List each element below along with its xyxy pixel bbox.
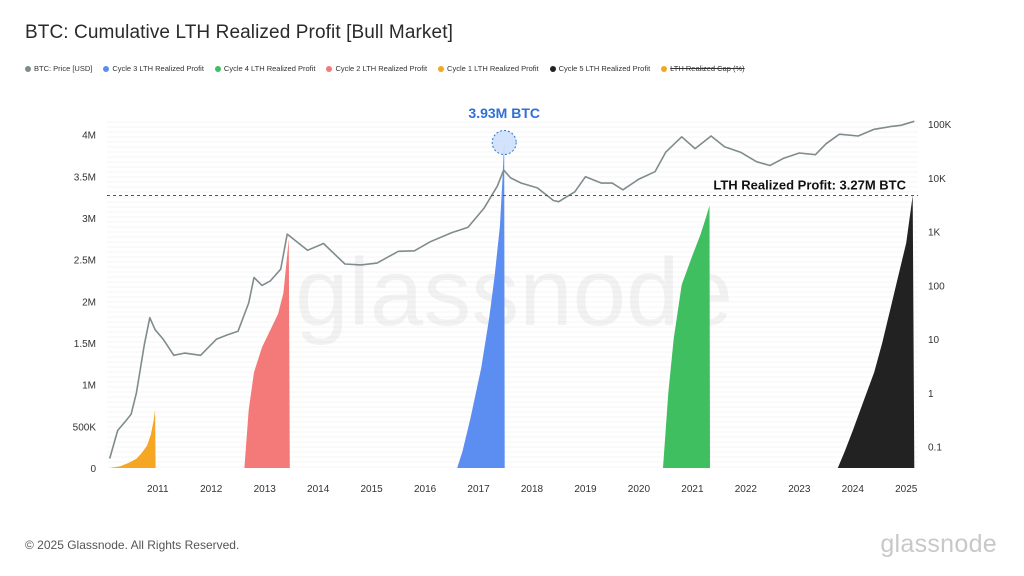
y-right-tick-label: 0.1 xyxy=(928,443,942,454)
x-tick-label: 2016 xyxy=(414,484,437,495)
watermark-text: glassnode xyxy=(295,239,733,346)
brand-logo-text: glassnode xyxy=(880,530,997,558)
x-tick-label: 2018 xyxy=(521,484,544,495)
y-left-tick-label: 4M xyxy=(82,131,96,142)
legend-dot-icon xyxy=(438,65,445,72)
legend-item-0[interactable]: BTC: Price [USD] xyxy=(25,64,92,73)
legend-item-1[interactable]: Cycle 3 LTH Realized Profit xyxy=(103,64,204,73)
copyright-footer: © 2025 Glassnode. All Rights Reserved. xyxy=(25,538,240,552)
legend-label: Cycle 2 LTH Realized Profit xyxy=(335,64,428,73)
legend-label: Cycle 4 LTH Realized Profit xyxy=(223,64,316,73)
legend-dot-icon xyxy=(326,65,333,72)
x-tick-label: 2025 xyxy=(895,484,918,495)
y-left-tick-label: 1.5M xyxy=(74,339,96,350)
y-left-tick-label: 2M xyxy=(82,297,96,308)
y-left-tick-label: 3M xyxy=(82,214,96,225)
legend-label: Cycle 3 LTH Realized Profit xyxy=(112,64,204,73)
x-tick-label: 2019 xyxy=(574,484,597,495)
legend: BTC: Price [USD] Cycle 3 LTH Realized Pro… xyxy=(25,64,745,73)
y-left-tick-label: 500K xyxy=(73,422,97,433)
x-tick-label: 2013 xyxy=(254,484,277,495)
chart-title: BTC: Cumulative LTH Realized Profit [Bul… xyxy=(25,22,453,43)
x-tick-label: 2011 xyxy=(147,484,169,495)
legend-item-3[interactable]: Cycle 2 LTH Realized Profit xyxy=(326,64,427,73)
legend-item-2[interactable]: Cycle 4 LTH Realized Profit xyxy=(214,64,316,73)
legend-item-5[interactable]: Cycle 5 LTH Realized Profit xyxy=(549,64,651,73)
y-right-tick-label: 1K xyxy=(928,228,941,239)
y-left-tick-label: 3.5M xyxy=(74,172,96,183)
plot-area xyxy=(107,118,918,468)
legend-dot-icon xyxy=(214,65,221,72)
y-left-tick-label: 1M xyxy=(82,381,96,392)
legend-dot-icon xyxy=(103,65,110,72)
x-tick-label: 2015 xyxy=(361,484,384,495)
legend-item-6[interactable]: LTH Realized Cap (%) xyxy=(661,64,745,73)
legend-label: Cycle 5 LTH Realized Profit xyxy=(558,64,651,73)
y-right-tick-label: 1 xyxy=(928,389,934,400)
y-left-tick-label: 2.5M xyxy=(74,256,96,267)
x-tick-label: 2020 xyxy=(628,484,651,495)
x-tick-label: 2024 xyxy=(842,484,865,495)
y-right-tick-label: 10K xyxy=(928,174,946,185)
x-tick-label: 2012 xyxy=(200,484,223,495)
x-tick-label: 2017 xyxy=(467,484,490,495)
series-area-5 xyxy=(837,195,915,468)
legend-label: BTC: Price [USD] xyxy=(34,64,93,73)
legend-label: LTH Realized Cap (%) xyxy=(670,64,745,73)
series-area-1 xyxy=(109,409,156,468)
series-area-3 xyxy=(457,140,505,468)
current-annotation: LTH Realized Profit: 3.27M BTC xyxy=(713,178,906,193)
y-right-tick-label: 10 xyxy=(928,335,940,346)
peak-marker xyxy=(491,130,517,155)
y-right-tick-label: 100K xyxy=(928,120,952,131)
series-area-4 xyxy=(663,205,710,468)
price-line xyxy=(108,120,915,459)
x-tick-label: 2023 xyxy=(788,484,811,495)
x-tick-label: 2014 xyxy=(307,484,330,495)
peak-annotation: 3.93M BTC xyxy=(468,105,540,121)
legend-dot-icon xyxy=(25,65,31,72)
y-left-tick-label: 0 xyxy=(90,464,96,475)
series-area-2 xyxy=(244,238,290,468)
x-tick-label: 2021 xyxy=(681,484,704,495)
legend-item-4[interactable]: Cycle 1 LTH Realized Profit xyxy=(438,64,539,73)
legend-dot-icon xyxy=(661,65,668,72)
legend-label: Cycle 1 LTH Realized Profit xyxy=(447,64,539,73)
x-tick-label: 2022 xyxy=(735,484,758,495)
legend-dot-icon xyxy=(549,65,556,72)
y-right-tick-label: 100 xyxy=(928,281,945,292)
